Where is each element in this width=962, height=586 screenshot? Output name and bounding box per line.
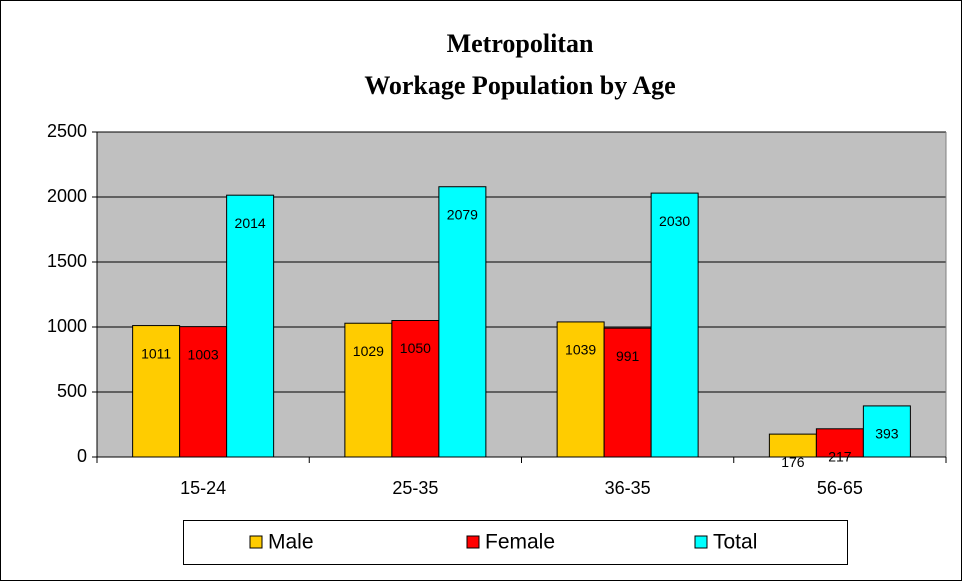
bar (556, 321, 605, 458)
chart-title-line: Metropolitan (447, 29, 594, 58)
bar (179, 326, 228, 458)
legend-label: Female (485, 531, 555, 554)
data-label: 1003 (188, 346, 219, 362)
data-label: 2079 (447, 206, 478, 222)
x-tick-label: 56-65 (817, 478, 863, 498)
data-label: 2014 (235, 215, 266, 231)
data-label: 1039 (565, 342, 596, 358)
y-tick-label: 0 (77, 446, 87, 466)
legend-label: Total (713, 531, 757, 554)
data-label: 1050 (400, 340, 431, 356)
y-tick-label: 1000 (47, 316, 87, 336)
y-tick-label: 500 (57, 381, 87, 401)
data-label: 2030 (659, 213, 690, 229)
legend-label: Male (268, 531, 314, 554)
legend-swatch (466, 535, 480, 549)
chart-title-line: Workage Population by Age (364, 71, 675, 100)
legend-box (183, 520, 848, 565)
data-label: 991 (616, 348, 640, 364)
data-label: 393 (875, 426, 899, 442)
bar (226, 194, 275, 458)
data-label: 1011 (141, 345, 171, 361)
x-tick-label: 36-35 (605, 478, 651, 498)
bar (391, 320, 440, 458)
legend-swatch (694, 535, 708, 549)
data-label: 217 (828, 448, 852, 464)
data-label: 176 (781, 454, 805, 470)
y-tick-label: 2000 (47, 186, 87, 206)
bar (603, 327, 652, 458)
legend-swatch (249, 535, 263, 549)
bar (438, 186, 487, 458)
data-label: 1029 (353, 343, 384, 359)
y-tick-label: 1500 (47, 251, 87, 271)
bar (862, 405, 911, 458)
bar (650, 192, 699, 458)
x-tick-label: 15-24 (180, 478, 226, 498)
bar (344, 322, 393, 458)
y-tick-label: 2500 (47, 121, 87, 141)
x-tick-label: 25-35 (392, 478, 438, 498)
